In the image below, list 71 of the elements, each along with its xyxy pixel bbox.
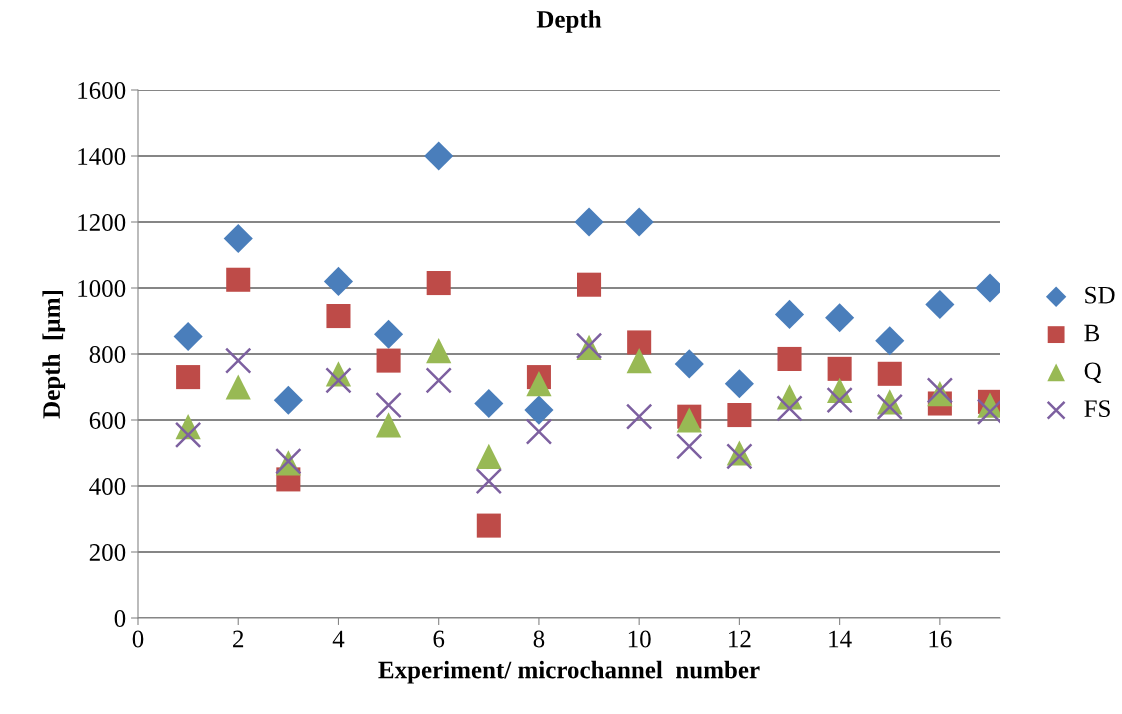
point	[424, 141, 454, 171]
y-tick-label: 200	[89, 544, 126, 561]
point	[273, 385, 303, 415]
legend-label: B	[1084, 324, 1100, 342]
y-tick-label: 1200	[78, 214, 126, 231]
point	[826, 386, 853, 414]
point	[475, 467, 503, 495]
x-tick-label: 6	[433, 630, 445, 648]
point	[326, 304, 351, 329]
point	[374, 319, 404, 349]
point	[676, 433, 703, 460]
point	[774, 299, 805, 329]
point	[825, 303, 855, 333]
point	[474, 388, 504, 419]
point	[425, 367, 452, 394]
y-tick-label: 0	[114, 610, 126, 627]
legend-label: SD	[1085, 286, 1115, 304]
y-tick-label: 400	[89, 478, 126, 495]
point	[624, 207, 654, 237]
point	[174, 421, 202, 449]
chart-title: Depth	[536, 10, 602, 33]
point	[525, 418, 553, 445]
point	[626, 347, 652, 374]
point	[225, 374, 251, 400]
x-tick-label: 14	[829, 630, 852, 648]
point	[375, 412, 402, 438]
point	[524, 395, 554, 425]
point	[173, 321, 203, 352]
point	[526, 371, 552, 397]
point	[827, 356, 852, 381]
point	[476, 443, 502, 469]
point	[577, 272, 602, 297]
point	[777, 346, 802, 371]
point	[323, 266, 354, 296]
y-tick-label: 600	[89, 412, 126, 429]
x-tick-label: 0	[132, 630, 144, 648]
point	[727, 403, 752, 428]
point	[574, 207, 604, 237]
x-axis-title: Experiment/ microchannel number	[378, 660, 760, 684]
point	[625, 403, 653, 430]
point	[724, 369, 754, 399]
point	[224, 347, 252, 374]
x-tick-label: 2	[233, 630, 244, 648]
point	[375, 391, 402, 419]
point	[925, 289, 955, 320]
point	[776, 395, 803, 422]
point	[875, 326, 905, 356]
point	[476, 513, 501, 538]
y-tick-label: 800	[89, 346, 126, 363]
y-axis-title: Depth [µm]	[42, 291, 66, 419]
point	[176, 365, 201, 390]
y-tick-label: 1600	[78, 82, 126, 99]
x-tick-label: 12	[729, 630, 751, 648]
point	[376, 348, 401, 373]
point	[426, 338, 452, 364]
y-tick-label: 1400	[78, 148, 126, 165]
point	[627, 330, 652, 355]
point	[226, 267, 251, 292]
point	[325, 367, 352, 394]
y-tick-label: 1000	[78, 280, 126, 297]
point	[223, 223, 253, 254]
x-tick-label: 4	[332, 630, 345, 648]
point	[877, 361, 902, 386]
legend-label: Q	[1084, 362, 1102, 384]
x-tick-label: 16	[929, 630, 952, 648]
point	[426, 271, 451, 296]
x-tick-label: 10	[628, 630, 651, 648]
x-tick-label: 8	[533, 630, 545, 648]
legend-label: FS	[1084, 400, 1110, 418]
point	[674, 349, 704, 379]
point	[876, 393, 904, 421]
